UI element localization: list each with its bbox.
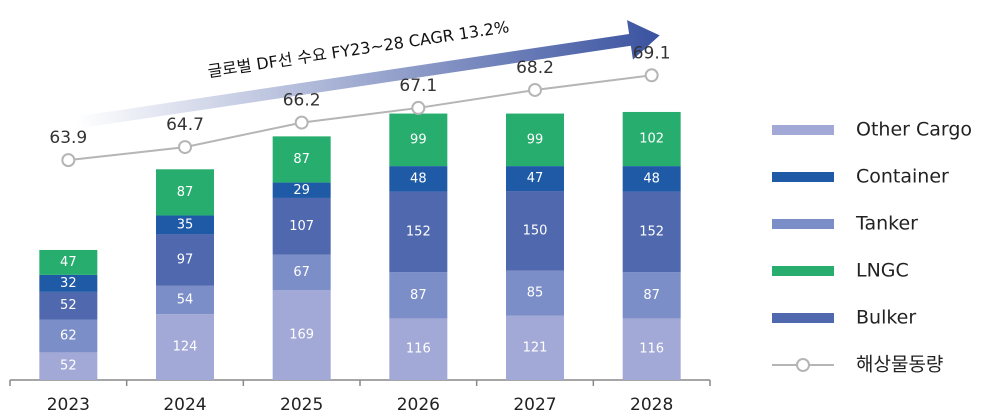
legend-swatch <box>772 266 834 276</box>
legend-label: Container <box>856 166 949 188</box>
segment-label: 169 <box>289 328 314 343</box>
segment-label: 48 <box>643 171 660 186</box>
bar-segment <box>389 272 448 319</box>
bar-segment <box>156 234 214 286</box>
line-value-label: 67.1 <box>399 76 437 96</box>
legend-label: Bulker <box>856 307 916 329</box>
bar-segment <box>156 314 214 380</box>
line <box>68 74 652 162</box>
segment-label: 67 <box>293 265 310 280</box>
segment-label: 97 <box>177 252 194 267</box>
segment-label: 150 <box>523 223 548 238</box>
legend-marker <box>796 358 810 372</box>
cagr-arrow: 글로벌 DF선 수요 FY23~28 CAGR 13.2% <box>75 17 660 129</box>
segment-label: 87 <box>410 288 427 303</box>
legend-label: Tanker <box>855 213 918 235</box>
segment-label: 99 <box>527 132 544 147</box>
segment-label: 116 <box>406 342 431 357</box>
line-marker <box>644 68 659 83</box>
line-marker <box>294 115 309 130</box>
bar-segment <box>39 319 98 353</box>
segment-label: 52 <box>60 298 77 313</box>
segment-label: 107 <box>289 219 314 234</box>
legend-swatch <box>772 125 834 135</box>
bar-segment <box>506 191 564 271</box>
bar-segment <box>622 318 681 380</box>
bar-segment <box>272 254 331 291</box>
bar-segment <box>272 136 331 183</box>
line-marker <box>61 153 76 168</box>
legend-label: LNGC <box>856 260 909 282</box>
line-value-label: 68.2 <box>516 58 554 78</box>
segment-label: 29 <box>293 183 310 198</box>
line-marker <box>411 100 426 115</box>
bar-segment <box>272 182 331 198</box>
x-tick-label: 2025 <box>280 395 323 415</box>
bar-segment <box>622 272 681 319</box>
segment-label: 99 <box>410 132 427 147</box>
bar-segment <box>39 291 98 320</box>
x-tick-label: 2023 <box>47 395 90 415</box>
x-tick-label: 2026 <box>397 395 440 415</box>
bar-segment <box>156 169 214 216</box>
segment-label: 152 <box>639 224 664 239</box>
line-marker <box>178 140 192 155</box>
bar-segment <box>622 191 681 273</box>
bar-segment <box>156 285 214 315</box>
bar-segment <box>272 197 331 255</box>
segment-label: 47 <box>60 255 77 270</box>
bar-segment <box>156 215 214 235</box>
x-tick-label: 2027 <box>513 395 556 415</box>
bar-segment <box>389 191 448 273</box>
segment-label: 54 <box>177 292 194 307</box>
bar-segment <box>389 318 448 380</box>
x-tick-label: 2028 <box>630 395 673 415</box>
line-marker <box>528 82 542 97</box>
legend-swatch <box>772 172 834 182</box>
bar-segment <box>39 352 98 380</box>
line-value-label: 64.7 <box>166 115 204 135</box>
bar-segment <box>389 166 448 192</box>
segment-label: 124 <box>173 340 198 355</box>
bar-segment <box>389 113 448 167</box>
bar-segment <box>506 315 564 380</box>
legend-swatch <box>772 219 834 229</box>
segment-label: 62 <box>60 328 77 343</box>
bar-segment <box>622 111 681 167</box>
segment-label: 48 <box>410 171 427 186</box>
segment-label: 52 <box>60 359 77 374</box>
bar-segment <box>506 166 564 192</box>
annotation: 글로벌 DF선 수요 FY23~28 CAGR 13.2% <box>206 17 510 81</box>
legend-swatch <box>772 313 834 323</box>
line-value-label: 66.2 <box>283 91 321 111</box>
segment-label: 121 <box>523 340 548 355</box>
segment-label: 152 <box>406 224 431 239</box>
bar-segment <box>272 290 331 380</box>
bar-segment <box>39 249 98 275</box>
segment-label: 85 <box>527 286 544 301</box>
line-value-label: 69.1 <box>633 43 671 63</box>
segment-label: 87 <box>293 152 310 167</box>
legend-label: 해상물동량 <box>856 354 943 376</box>
segment-label: 47 <box>527 171 544 186</box>
segment-label: 116 <box>639 342 664 357</box>
bar-segment <box>39 274 98 292</box>
bar-segment <box>506 270 564 316</box>
segment-label: 35 <box>177 217 194 232</box>
bar-segment <box>506 113 564 167</box>
segment-label: 87 <box>643 288 660 303</box>
legend-label: Other Cargo <box>856 119 972 141</box>
segment-label: 87 <box>177 185 194 200</box>
segment-label: 32 <box>60 276 77 291</box>
line-value-label: 63.9 <box>49 128 87 148</box>
bar-segment <box>622 166 681 192</box>
x-tick-label: 2024 <box>163 395 206 415</box>
segment-label: 102 <box>639 132 664 147</box>
